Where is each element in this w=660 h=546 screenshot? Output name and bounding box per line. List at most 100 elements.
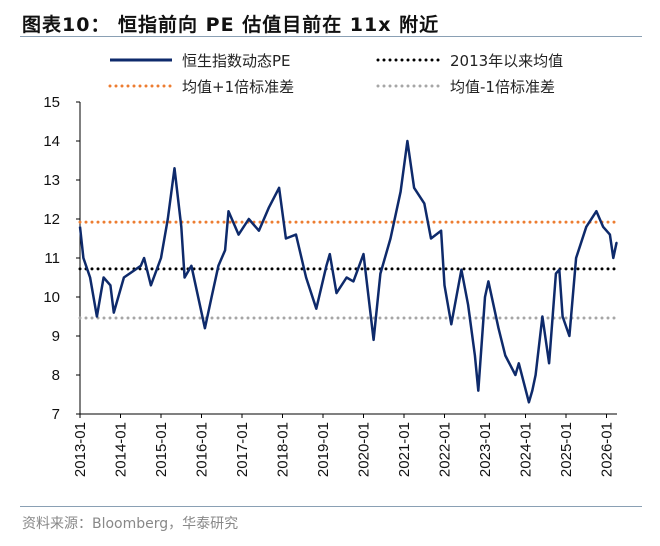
pe-data-point: [440, 229, 442, 232]
pe-data-point: [497, 327, 500, 330]
pe-data-point: [413, 187, 415, 189]
pe-data-point: [96, 315, 98, 318]
pe-data-point: [112, 311, 115, 314]
y-tick-label: 13: [43, 172, 60, 189]
pe-data-point: [139, 265, 142, 267]
plot-area: [78, 139, 619, 404]
pe-data-point: [82, 257, 85, 259]
pe-data-point: [79, 226, 81, 228]
pe-data-point: [173, 167, 176, 170]
x-tick-label: 2013-01: [72, 422, 89, 477]
pe-data-point: [109, 284, 112, 287]
y-tick-label: 7: [52, 406, 60, 423]
pe-data-point: [474, 354, 476, 357]
x-tick-label: 2015-01: [153, 422, 170, 477]
x-tick-label: 2024-01: [518, 422, 535, 477]
x-tick-label: 2019-01: [315, 422, 332, 477]
pe-data-point: [362, 253, 365, 255]
pe-data-point: [143, 257, 145, 259]
pe-data-point: [227, 210, 230, 212]
y-tick-label: 9: [52, 328, 60, 345]
pe-data-point: [204, 327, 206, 330]
pe-data-point: [379, 272, 382, 275]
y-tick-label: 12: [43, 211, 60, 228]
y-tick-label: 11: [44, 250, 60, 267]
x-tick-label: 2022-01: [437, 422, 454, 477]
pe-data-point: [328, 253, 331, 255]
pe-data-point: [514, 374, 517, 376]
y-tick-label: 10: [43, 289, 60, 306]
legend-label: 恒生指数动态PE: [182, 52, 291, 70]
pe-data-point: [517, 362, 520, 365]
pe-data-point: [237, 233, 240, 236]
pe-data-point: [575, 257, 577, 259]
pe-data-point: [217, 265, 220, 267]
pe-data-point: [305, 276, 307, 279]
pe-data-point: [609, 233, 611, 236]
pe-data-point: [345, 276, 348, 279]
pe-data-point: [89, 276, 91, 279]
pe-data-point: [160, 257, 162, 259]
pe-data-point: [190, 265, 193, 267]
pe-data-point: [585, 226, 588, 228]
pe-data-point: [602, 226, 604, 228]
source-divider: [20, 506, 642, 507]
y-tick-label: 14: [43, 133, 60, 150]
x-tick-label: 2025-01: [558, 422, 575, 477]
y-tick-label: 15: [43, 94, 60, 111]
pe-data-point: [534, 374, 537, 376]
pe-data-point: [278, 187, 280, 189]
x-tick-label: 2016-01: [194, 422, 211, 477]
x-tick-label: 2026-01: [599, 422, 616, 477]
pe-data-point: [555, 272, 557, 275]
title-divider: [20, 36, 642, 37]
pe-data-point: [210, 296, 213, 298]
pe-data-point: [325, 265, 328, 267]
pe-data-point: [487, 280, 490, 283]
x-tick-label: 2014-01: [113, 422, 130, 477]
source-note: 资料来源：Bloomberg，华泰研究: [22, 516, 239, 532]
pe-data-point: [504, 354, 507, 357]
pe-series-line: [78, 139, 618, 404]
x-tick-label: 2017-01: [234, 422, 251, 477]
pe-data-point: [430, 237, 432, 240]
pe-data-point: [477, 389, 480, 392]
pe-data-point: [423, 202, 426, 205]
pe-data-point: [352, 280, 355, 283]
pe-data-point: [541, 315, 544, 318]
pe-data-point: [389, 237, 392, 240]
pe-data-point: [615, 241, 618, 244]
legend-label: 2013年以来均值: [450, 52, 563, 70]
pe-data-point: [467, 304, 469, 306]
pe-data-point: [166, 218, 169, 220]
x-tick-label: 2020-01: [356, 422, 373, 477]
pe-data-point: [568, 335, 571, 337]
pe-data-point: [595, 210, 598, 212]
pe-data-point: [399, 190, 402, 193]
pe-data-point: [372, 339, 375, 341]
pe-data-point: [612, 257, 615, 259]
pe-data-point: [315, 307, 318, 310]
pe-data-point: [224, 249, 226, 251]
x-tick-label: 2018-01: [275, 422, 292, 477]
pe-data-point: [450, 323, 453, 326]
legend-label: 均值-1倍标准差: [450, 78, 555, 96]
pe-data-point: [460, 268, 463, 271]
pe-data-point: [285, 237, 287, 240]
pe-data-point: [183, 276, 186, 279]
pe-data-point: [531, 389, 534, 392]
pe-data-point: [561, 315, 564, 318]
pe-data-point: [443, 284, 446, 287]
pe-data-point: [102, 276, 105, 279]
y-tick-label: 8: [52, 367, 60, 384]
pe-data-point: [247, 218, 250, 220]
chart-title: 图表10： 恒指前向 PE 估值目前在 11x 附近: [22, 14, 440, 36]
x-tick-label: 2021-01: [396, 422, 413, 477]
pe-data-point: [548, 362, 550, 365]
pe-data-point: [180, 226, 183, 228]
pe-data-point: [406, 140, 409, 142]
pe-data-point: [558, 268, 561, 271]
x-tick-label: 2023-01: [477, 422, 494, 477]
